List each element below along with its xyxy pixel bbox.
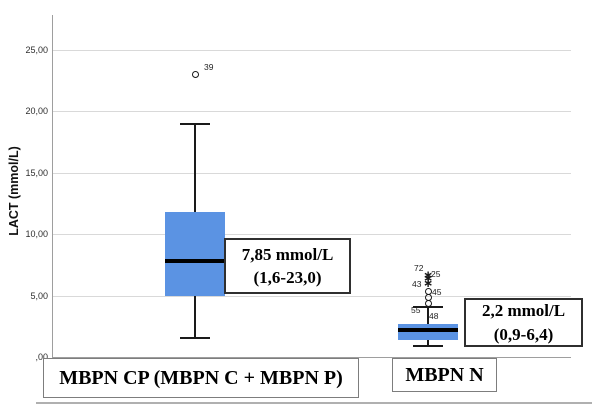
outlier-case-label: 55 <box>411 304 421 315</box>
category-label-mbpn-cp: MBPN CP (MBPN C + MBPN P) <box>43 358 359 398</box>
gridline <box>53 111 571 112</box>
outlier-circle-icon <box>424 287 432 295</box>
whisker-cap <box>413 306 443 309</box>
y-axis-title: LACT (mmol/L) <box>7 146 21 236</box>
outlier-circle-icon <box>191 71 199 79</box>
y-axis-line <box>52 15 54 358</box>
outlier-case-label: 39 <box>204 61 214 72</box>
outlier-case-label: 25 <box>431 268 441 279</box>
annotation-box-mbpn-cp: 7,85 mmol/L (1,6-23,0) <box>224 238 351 294</box>
whisker-upper-stem <box>194 123 196 213</box>
y-tick-label: 20,00 <box>25 106 48 116</box>
outlier-case-label: 72 <box>414 263 424 274</box>
annotation-mbpn-n-value: 2,2 mmol/L <box>481 301 566 321</box>
annotation-mbpn-n-range: (0,9-6,4) <box>493 324 554 344</box>
y-tick-label: ,00 <box>35 352 48 362</box>
outlier-case-label: 45 <box>432 287 442 298</box>
whisker-lower-stem <box>194 296 196 338</box>
median-line <box>165 258 225 263</box>
x-axis-line <box>52 357 571 359</box>
gridline <box>53 172 571 174</box>
y-tick-label: 5,00 <box>30 290 48 301</box>
y-tick-label: 10,00 <box>25 229 48 239</box>
y-tick-label: 15,00 <box>25 167 48 178</box>
iqr-box <box>165 212 225 296</box>
gridline <box>53 295 571 297</box>
y-tick-label: 25,00 <box>25 44 48 55</box>
outlier-asterisk-icon: ∗ <box>422 268 434 283</box>
outlier-asterisk-icon: ∗ <box>422 270 434 285</box>
bottom-rule <box>36 402 592 404</box>
outlier-case-label: 43 <box>412 279 422 290</box>
whisker-lower-stem <box>427 339 429 347</box>
whisker-cap <box>413 345 443 348</box>
outlier-circle-icon <box>424 299 432 307</box>
whisker-cap <box>180 122 210 125</box>
whisker-cap <box>180 336 210 339</box>
gridline <box>53 234 571 235</box>
annotation-mbpn-cp-range: (1,6-23,0) <box>253 268 322 287</box>
annotation-mbpn-cp-value: 7,85 mmol/L <box>241 244 334 264</box>
annotation-box-mbpn-n: 2,2 mmol/L (0,9-6,4) <box>464 298 583 347</box>
gridline <box>53 49 571 51</box>
outlier-case-label: 48 <box>429 311 439 322</box>
whisker-upper-stem <box>427 307 429 325</box>
median-line <box>398 328 458 333</box>
category-label-mbpn-n: MBPN N <box>392 358 497 392</box>
outlier-asterisk-icon: ∗ <box>422 276 434 291</box>
